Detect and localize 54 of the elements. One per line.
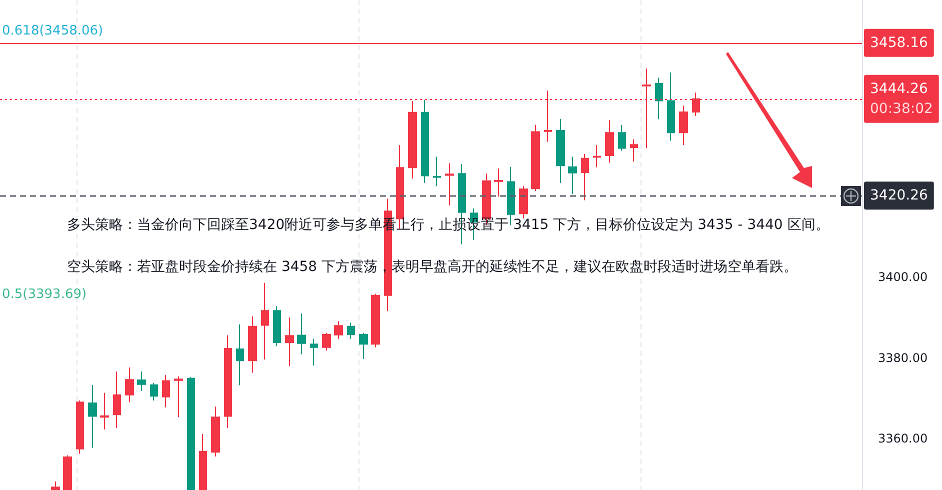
candlestick: [162, 374, 170, 408]
candlestick: [433, 156, 441, 187]
candlestick: [655, 77, 663, 120]
ref-line-label: 3420.26: [870, 188, 928, 204]
candlestick: [150, 382, 158, 402]
ref-line-label: 3458.16: [870, 34, 928, 51]
candlestick: [445, 162, 454, 206]
candlestick: [273, 306, 281, 347]
candlestick: [211, 406, 220, 458]
y-tick-label: 3380.00: [878, 350, 928, 365]
candlestick: [507, 166, 515, 226]
ref-line-label: 3444.26 00:38:02: [870, 80, 933, 117]
y-tick-label: 3360.00: [878, 431, 928, 446]
candlestick: [187, 376, 195, 490]
candlestick: [125, 367, 134, 403]
y-tick-label: 3400.00: [878, 270, 928, 284]
candlestick: [371, 293, 380, 348]
candlestick: [630, 138, 638, 162]
candlestick: [51, 481, 60, 490]
candlestick: [76, 400, 84, 454]
candlestick: [408, 100, 417, 180]
candlestick: [568, 156, 577, 194]
candlestick: [605, 120, 614, 164]
annotation: 0.5(3393.69): [2, 287, 87, 302]
candlestick: [137, 371, 146, 392]
candlestick: [359, 332, 368, 360]
candlestick: [334, 320, 343, 340]
candlestick: [519, 186, 528, 219]
candlestick: [421, 99, 429, 184]
candlestick: [556, 118, 565, 184]
candlestick: [347, 322, 355, 340]
candlestick: [322, 332, 331, 352]
candlestick: [285, 317, 294, 367]
candlestick: [581, 153, 589, 201]
candlestick: [113, 371, 121, 428]
candlestick: [310, 338, 318, 366]
candlestick: [236, 324, 244, 386]
candlestick: [297, 313, 306, 355]
annotation: 空头策略：若亚盘时段金价持续在 3458 下方震荡，表明早盘高开的延续性不足，建议在欧盘时段适时进场空单看跌。: [67, 259, 798, 275]
candlestick: [667, 72, 675, 142]
candlestick: [199, 433, 207, 490]
candlestick: [618, 124, 626, 152]
candlestick: [174, 376, 183, 418]
candlestick: [593, 144, 601, 168]
candlestick: [494, 168, 503, 198]
candlestick: [531, 124, 540, 192]
annotation: 0.618(3458.06): [2, 23, 104, 38]
candlestick: [63, 454, 72, 490]
candlestick: [248, 316, 257, 374]
candlestick: [88, 384, 97, 448]
candlestick: [224, 334, 232, 428]
candlestick: [679, 105, 688, 146]
candlestick: [261, 282, 269, 360]
candlestick: [100, 392, 109, 430]
